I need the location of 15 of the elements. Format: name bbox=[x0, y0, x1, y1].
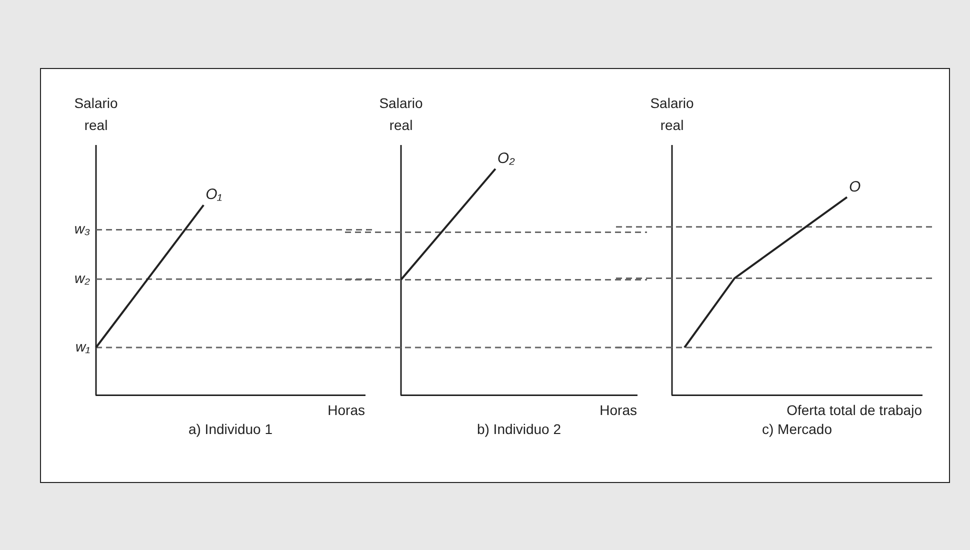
ref-line-label: w₂ bbox=[74, 270, 91, 286]
x-axis-title: Oferta total de trabajo bbox=[786, 402, 922, 418]
y-axis-title: Salario real bbox=[379, 94, 423, 133]
y-axis-title: Salario real bbox=[74, 94, 118, 133]
ref-line-label: w₃ bbox=[74, 220, 90, 237]
series-label: O bbox=[849, 178, 861, 196]
x-axis-title: Horas bbox=[328, 402, 365, 418]
text: c) Mercado bbox=[762, 420, 832, 437]
ref-line-label: w₁ bbox=[75, 338, 91, 354]
series-label: O₂ bbox=[497, 150, 516, 168]
series-label: O₁ bbox=[206, 186, 222, 204]
text: b) Individuo 2 bbox=[476, 420, 562, 437]
text: a) Individuo 1 bbox=[188, 420, 273, 437]
x-axis-title: Horas bbox=[600, 402, 637, 418]
y-axis-title: Salario real bbox=[650, 94, 694, 133]
